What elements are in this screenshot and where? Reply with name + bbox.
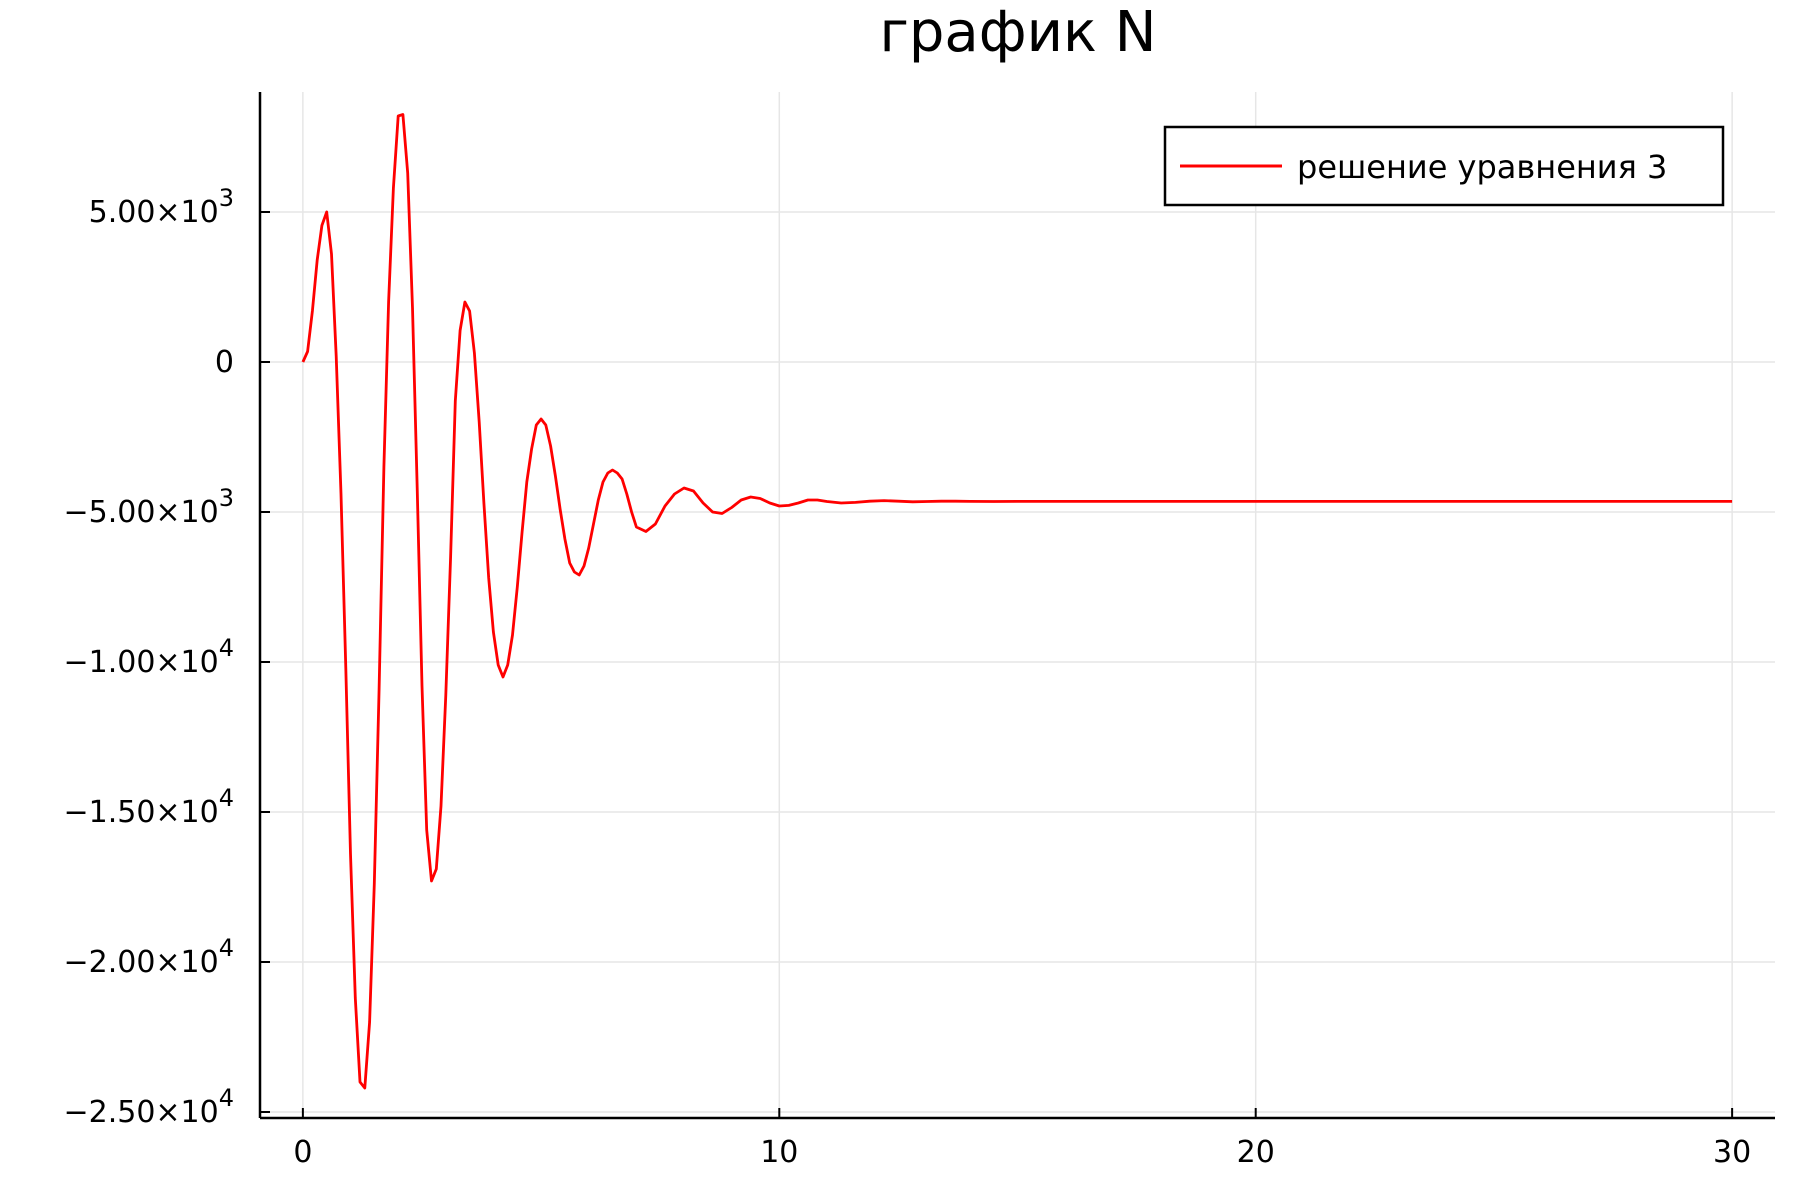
y-tick-label: −2.00×104 [63, 934, 234, 980]
y-tick-label: −1.50×104 [63, 784, 234, 830]
x-tick-label: 0 [293, 1135, 312, 1170]
series-layer [301, 113, 1733, 1090]
grid-lines [260, 92, 1775, 1118]
x-tick-label: 10 [760, 1135, 798, 1170]
y-tick-label: −5.00×103 [63, 484, 234, 530]
series-line [301, 113, 1733, 1090]
axes: 0 10 20 30 5.00×103 0 −5.00×103 −1.00×104 −1.50×… [63, 92, 1775, 1170]
y-tick-label: −2.50×104 [63, 1084, 234, 1130]
chart-title: график N [879, 0, 1156, 65]
y-tick-label: −1.00×104 [63, 634, 234, 680]
x-tick-label: 30 [1713, 1135, 1751, 1170]
legend-series-label: решение уравнения 3 [1297, 148, 1667, 186]
legend: решение уравнения 3 [1163, 125, 1725, 207]
x-tick-label: 20 [1237, 1135, 1275, 1170]
y-tick-label: 5.00×103 [89, 184, 234, 230]
y-tick-label: 0 [215, 345, 234, 380]
